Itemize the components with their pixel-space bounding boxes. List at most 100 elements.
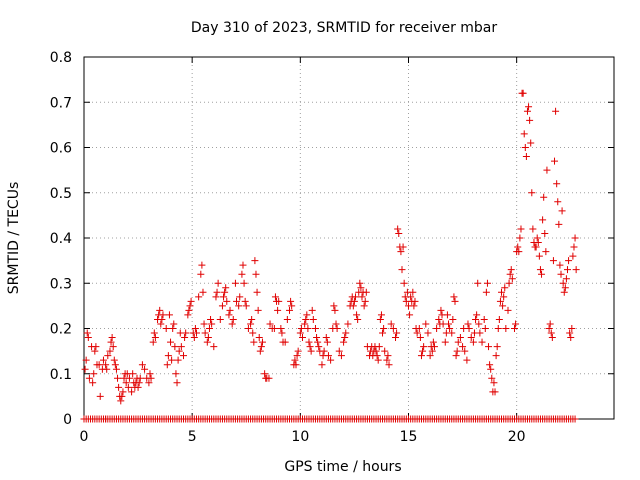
x-tick-label: 15 (400, 429, 418, 445)
data-point (81, 365, 89, 373)
data-point (356, 279, 364, 287)
data-point (487, 365, 495, 373)
data-point (384, 352, 392, 360)
data-point (385, 361, 393, 369)
y-tick-label: 0.5 (50, 186, 72, 202)
data-point (543, 166, 551, 174)
data-point (557, 270, 565, 278)
data-point (424, 329, 432, 337)
data-point (392, 334, 400, 342)
data-point (373, 352, 381, 360)
data-point (306, 343, 314, 351)
data-point (429, 338, 437, 346)
data-point (136, 374, 144, 382)
data-point (504, 306, 512, 314)
data-point (446, 325, 454, 332)
data-point (253, 288, 261, 296)
data-point (539, 216, 547, 224)
data-point (413, 329, 421, 337)
data-point (258, 338, 266, 346)
data-point (377, 311, 385, 319)
data-point (415, 325, 423, 332)
data-point (566, 329, 574, 337)
data-point (407, 293, 415, 301)
y-tick-label: 0.2 (50, 322, 72, 338)
data-point (199, 288, 207, 296)
data-point (287, 297, 295, 305)
data-point (445, 320, 453, 328)
data-point (222, 284, 230, 292)
data-point (472, 315, 480, 323)
data-point (186, 302, 194, 310)
data-point (83, 329, 91, 337)
data-point (506, 270, 514, 278)
data-point (437, 306, 445, 314)
data-point (379, 329, 387, 337)
data-point (433, 325, 441, 332)
y-tick-label: 0 (63, 412, 72, 428)
data-point (201, 329, 209, 337)
data-point (398, 266, 406, 274)
data-point (435, 315, 443, 323)
data-point (499, 302, 507, 310)
data-point (225, 311, 233, 319)
data-point (519, 89, 527, 97)
data-point (452, 352, 460, 360)
data-point (562, 275, 570, 283)
data-point (430, 343, 438, 351)
data-point (331, 306, 339, 314)
grid (84, 57, 614, 419)
data-point (197, 270, 205, 278)
data-point (95, 361, 103, 369)
y-tick-label: 0.1 (50, 367, 72, 383)
data-point (108, 334, 116, 342)
data-series-srmtid (80, 89, 580, 423)
data-point (307, 347, 315, 355)
data-point (286, 306, 294, 314)
data-point (443, 311, 451, 319)
data-point (292, 361, 300, 369)
data-point (170, 320, 178, 328)
data-point (500, 293, 508, 301)
data-point (485, 343, 493, 351)
data-point (223, 297, 231, 305)
data-point (491, 388, 499, 396)
data-point (350, 297, 358, 305)
data-point (521, 144, 529, 151)
data-point (192, 329, 200, 337)
data-point (494, 325, 502, 332)
data-point (294, 347, 302, 355)
data-point (204, 334, 212, 342)
data-point (324, 352, 332, 360)
data-point (542, 248, 550, 256)
y-tick-label: 0.4 (50, 231, 72, 247)
data-point (288, 302, 296, 310)
data-point (244, 325, 252, 332)
data-point (106, 347, 114, 355)
data-point (261, 370, 269, 378)
data-point (301, 320, 309, 328)
data-point (538, 270, 546, 278)
data-point (416, 334, 424, 342)
data-point-zero (571, 415, 579, 423)
data-point (559, 279, 567, 287)
data-point (252, 270, 260, 278)
data-point (102, 361, 110, 369)
data-point (492, 352, 500, 360)
data-point (240, 279, 248, 287)
data-point (376, 315, 384, 323)
data-point (389, 325, 397, 332)
data-point (554, 198, 562, 206)
data-point (516, 234, 524, 242)
data-point (448, 329, 456, 337)
data-point (474, 279, 482, 287)
data-point (198, 261, 206, 269)
data-point (515, 248, 523, 256)
x-tick-label: 20 (508, 429, 526, 445)
data-point (171, 343, 179, 351)
data-point (257, 343, 265, 351)
data-point (527, 139, 535, 147)
data-point (507, 266, 515, 274)
data-point (274, 306, 282, 314)
